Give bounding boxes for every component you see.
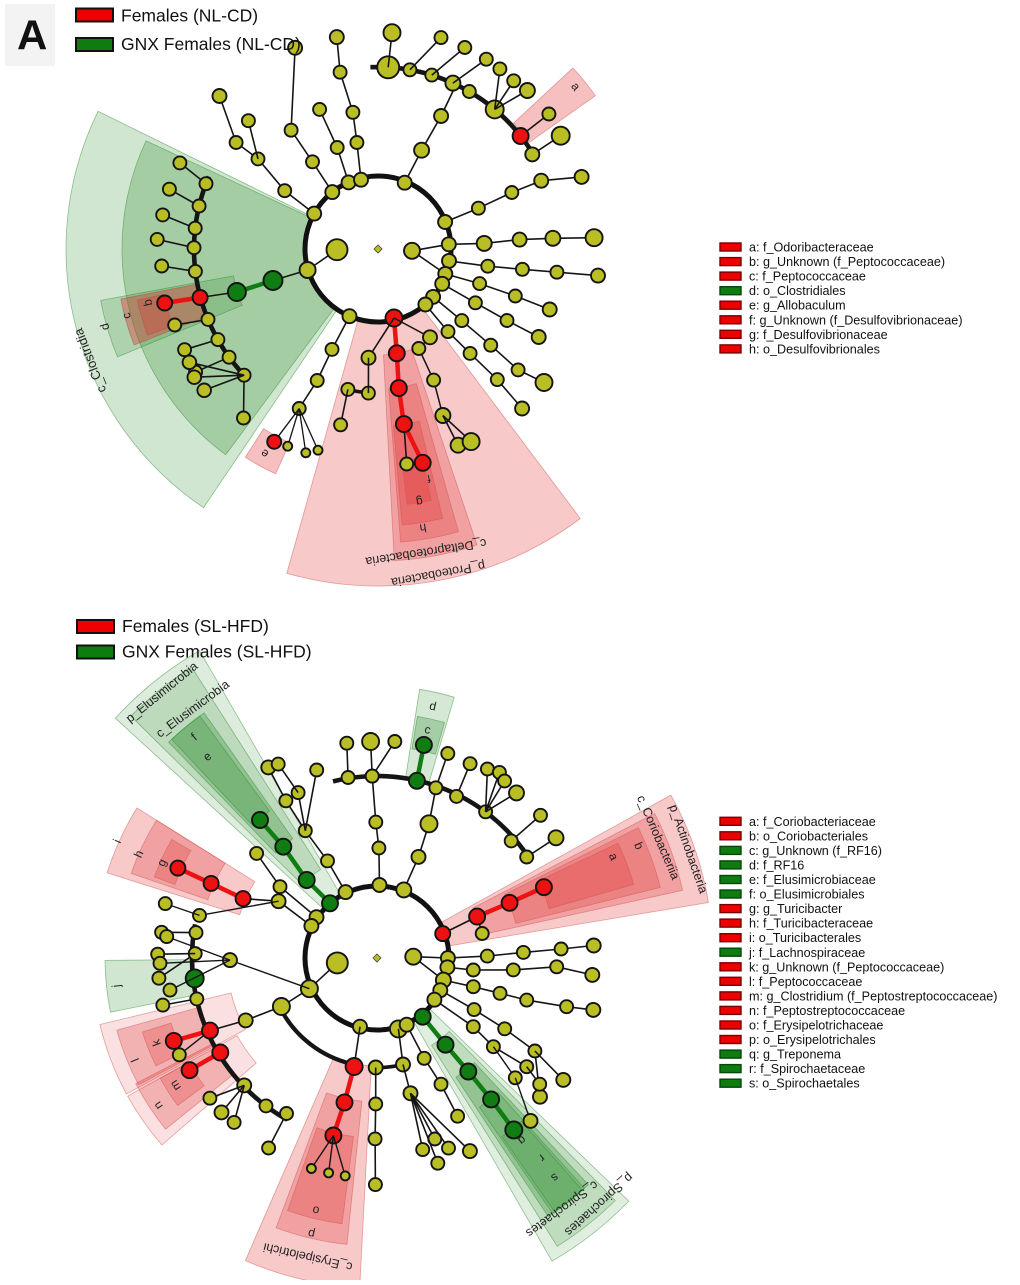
svg-text:f: o_Elusimicrobiales: f: o_Elusimicrobiales: [749, 888, 865, 902]
svg-text:g: f_Desulfovibrionaceae: g: f_Desulfovibrionaceae: [749, 328, 888, 342]
svg-text:Females (NL-CD): Females (NL-CD): [121, 6, 258, 26]
svg-text:e: f_Elusimicrobiaceae: e: f_Elusimicrobiaceae: [749, 873, 876, 887]
svg-text:h: o_Desulfovibrionales: h: o_Desulfovibrionales: [749, 342, 880, 356]
svg-text:Females (SL-HFD): Females (SL-HFD): [122, 616, 269, 636]
svg-text:g: g_Turicibacter: g: g_Turicibacter: [749, 902, 842, 916]
svg-text:m: g_Clostridium (f_Peptostrep: m: g_Clostridium (f_Peptostreptococcacea…: [749, 989, 998, 1003]
svg-text:o: f_Erysipelotrichaceae: o: f_Erysipelotrichaceae: [749, 1019, 883, 1033]
svg-text:p: o_Erysipelotrichales: p: o_Erysipelotrichales: [749, 1033, 876, 1047]
svg-text:a: f_Odoribacteraceae: a: f_Odoribacteraceae: [749, 241, 874, 255]
svg-text:j: f_Lachnospiraceae: j: f_Lachnospiraceae: [748, 946, 865, 960]
svg-text:GNX Females (SL-HFD): GNX Females (SL-HFD): [122, 642, 312, 662]
svg-text:r: f_Spirochaetaceae: r: f_Spirochaetaceae: [749, 1062, 865, 1076]
svg-text:l: f_Peptococcaceae: l: f_Peptococcaceae: [749, 975, 862, 989]
svg-text:i: o_Turicibacterales: i: o_Turicibacterales: [749, 931, 861, 945]
svg-text:d: o_Clostridiales: d: o_Clostridiales: [749, 284, 846, 298]
svg-text:f: g_Unknown (f_Desulfovibrion: f: g_Unknown (f_Desulfovibrionaceae): [749, 313, 963, 327]
svg-text:A: A: [17, 12, 47, 59]
svg-text:n: f_Peptostreptococcaceae: n: f_Peptostreptococcaceae: [749, 1004, 905, 1018]
svg-text:d: f_RF16: d: f_RF16: [749, 858, 804, 872]
svg-text:s: o_Spirochaetales: s: o_Spirochaetales: [749, 1077, 860, 1091]
svg-text:h: f_Turicibacteraceae: h: f_Turicibacteraceae: [749, 917, 873, 931]
svg-text:e: g_Allobaculum: e: g_Allobaculum: [749, 299, 846, 313]
svg-text:q: g_Treponema: q: g_Treponema: [749, 1048, 841, 1062]
svg-text:GNX Females (NL-CD): GNX Females (NL-CD): [121, 34, 301, 54]
svg-text:a: f_Coriobacteriaceae: a: f_Coriobacteriaceae: [749, 815, 876, 829]
svg-text:b: o_Coriobacteriales: b: o_Coriobacteriales: [749, 829, 868, 843]
svg-text:b: g_Unknown (f_Peptococcaceae: b: g_Unknown (f_Peptococcaceae): [749, 255, 945, 269]
svg-text:c: g_Unknown (f_RF16): c: g_Unknown (f_RF16): [749, 844, 882, 858]
svg-text:c: f_Peptococcaceae: c: f_Peptococcaceae: [749, 270, 866, 284]
svg-text:k: g_Unknown (f_Peptococcaceae: k: g_Unknown (f_Peptococcaceae): [749, 960, 944, 974]
